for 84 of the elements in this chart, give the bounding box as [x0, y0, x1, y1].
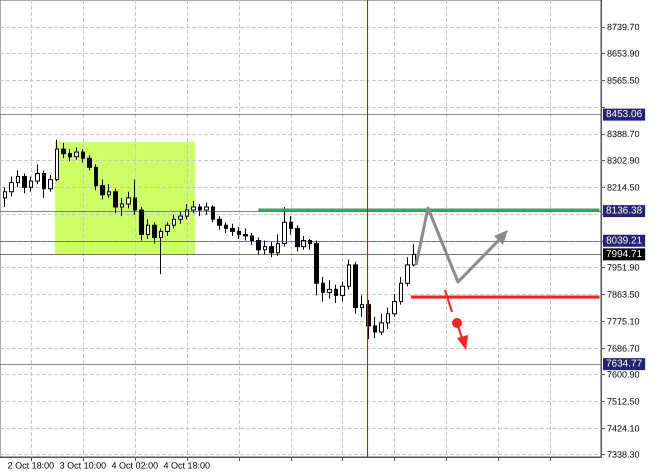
- candlestick: [289, 216, 293, 235]
- candlestick: [308, 238, 312, 250]
- candlestick: [120, 197, 124, 217]
- ref-line-label: 7994.71: [606, 248, 643, 260]
- y-tick-label: 8302.90: [607, 155, 640, 166]
- candlestick: [9, 176, 14, 197]
- candlestick: [29, 176, 33, 192]
- y-tick-label: 7686.70: [607, 343, 640, 354]
- y-tick-label: 7951.90: [607, 262, 640, 272]
- candlestick: [412, 244, 416, 267]
- candlestick: [48, 174, 53, 192]
- candlestick: [61, 142, 66, 159]
- candlestick: [100, 179, 105, 200]
- x-tick-label: 2 Oct 18:00: [8, 460, 54, 470]
- x-tick-label: 4 Oct 18:00: [164, 460, 210, 470]
- y-tick-label: 8565.50: [607, 75, 640, 86]
- candlestick: [87, 154, 92, 171]
- candlestick: [276, 234, 280, 256]
- candlestick: [360, 294, 364, 318]
- candlestick: [256, 236, 261, 255]
- y-tick-label: 7863.50: [607, 289, 640, 300]
- ref-line-label: 8136.38: [606, 206, 643, 217]
- candlestick: [237, 226, 241, 240]
- ref-line-label: 8039.21: [606, 235, 643, 246]
- candlestick: [224, 222, 228, 234]
- candlestick: [399, 276, 403, 306]
- candlestick: [159, 228, 163, 275]
- candlestick: [217, 216, 222, 230]
- candlestick: [107, 184, 111, 198]
- candlestick: [353, 261, 358, 314]
- candlestick: [185, 203, 189, 220]
- candlestick: [405, 256, 410, 287]
- candlestick: [334, 284, 338, 304]
- candlestick: [204, 202, 209, 216]
- candlestick: [3, 186, 7, 208]
- candlestick: [35, 164, 40, 185]
- candlestick: [126, 191, 131, 210]
- ref-line-label: 8453.06: [606, 109, 643, 120]
- candlestick: [74, 147, 79, 160]
- candlestick: [327, 280, 332, 299]
- candlestick: [68, 148, 72, 162]
- y-tick-label: 8653.90: [607, 48, 640, 58]
- candlestick: [340, 281, 345, 302]
- candlestick: [42, 170, 46, 198]
- y-tick-label: 7512.50: [607, 396, 640, 406]
- candlestick: [263, 240, 267, 255]
- candlestick: [243, 228, 248, 242]
- candlestick: [152, 222, 157, 244]
- candlestick: [172, 214, 176, 229]
- y-tick-label: 8214.50: [607, 182, 640, 192]
- ref-line-label: 7634.77: [606, 358, 643, 370]
- candlestick: [81, 148, 85, 164]
- y-tick-label: 8388.70: [607, 129, 640, 140]
- y-tick-label: 7600.90: [607, 369, 640, 380]
- candlestick: [139, 206, 144, 242]
- candlestick: [347, 258, 351, 290]
- candlestick: [55, 139, 59, 182]
- candlestick: [373, 316, 377, 339]
- y-tick-label: 8739.70: [607, 22, 640, 32]
- x-tick-label: 4 Oct 02:00: [112, 460, 158, 470]
- candlestick: [211, 204, 215, 223]
- candlestick: [386, 307, 390, 330]
- candlestick: [282, 206, 287, 248]
- candlestick: [22, 172, 27, 194]
- candlestick: [379, 313, 384, 336]
- candlestick: [178, 211, 183, 224]
- y-tick-label: 7338.30: [607, 449, 640, 460]
- candlestick: [321, 276, 325, 302]
- candlestick: [198, 203, 202, 217]
- candlestick: [133, 179, 137, 216]
- candlestick: [230, 223, 235, 236]
- candlestick: [165, 222, 170, 236]
- candlestick: [191, 200, 196, 214]
- candlestick: [250, 232, 254, 246]
- candlestick: [269, 242, 274, 258]
- candlestick: [392, 293, 397, 318]
- candlestick: [113, 188, 118, 214]
- candlestick: [94, 164, 98, 191]
- candlestick: [16, 170, 20, 188]
- candlestick: [314, 240, 319, 296]
- y-tick-label: 7424.10: [607, 423, 640, 434]
- y-tick-label: 7775.10: [607, 316, 640, 326]
- candlestick: [146, 218, 150, 240]
- x-tick-label: 3 Oct 10:00: [60, 460, 106, 470]
